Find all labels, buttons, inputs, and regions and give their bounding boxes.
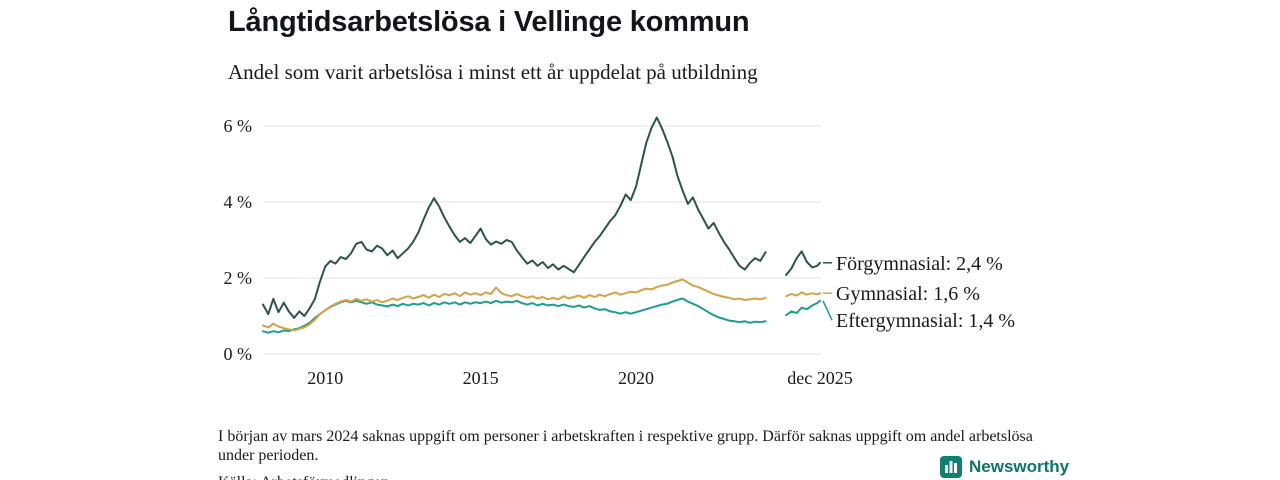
brand-name: Newsworthy [969,457,1070,476]
y-axis-label: 6 % [224,116,253,136]
series-end-label: Gymnasial: 1,6 % [836,283,980,305]
series-end-label: Förgymnasial: 2,4 % [836,253,1003,275]
y-axis-label: 4 % [224,192,253,212]
y-axis-label: 0 % [224,344,253,364]
chart-title: Långtidsarbetslösa i Vellinge kommun [228,6,750,38]
y-axis-label: 2 % [224,268,253,288]
series-line-Gymnasial [262,278,821,332]
x-axis-label: dec 2025 [787,368,852,388]
chart-source: Källa: Arbetsförmedlingen [218,474,389,480]
newsworthy-brand: Newsworthy [940,456,1069,478]
chart-footnote: I början av mars 2024 saknas uppgift om … [218,428,1033,464]
chart-subtitle: Andel som varit arbetslösa i minst ett å… [228,60,758,84]
series-label-connector [822,300,833,321]
series-line-Eftergymnasial [262,297,821,334]
x-axis-label: 2010 [307,368,343,388]
newsworthy-logo-icon [940,456,962,478]
series-line-Förgymnasial [262,116,821,319]
x-axis-label: 2015 [463,368,499,388]
x-axis-label: 2020 [618,368,654,388]
series-end-label: Eftergymnasial: 1,4 % [836,310,1015,332]
